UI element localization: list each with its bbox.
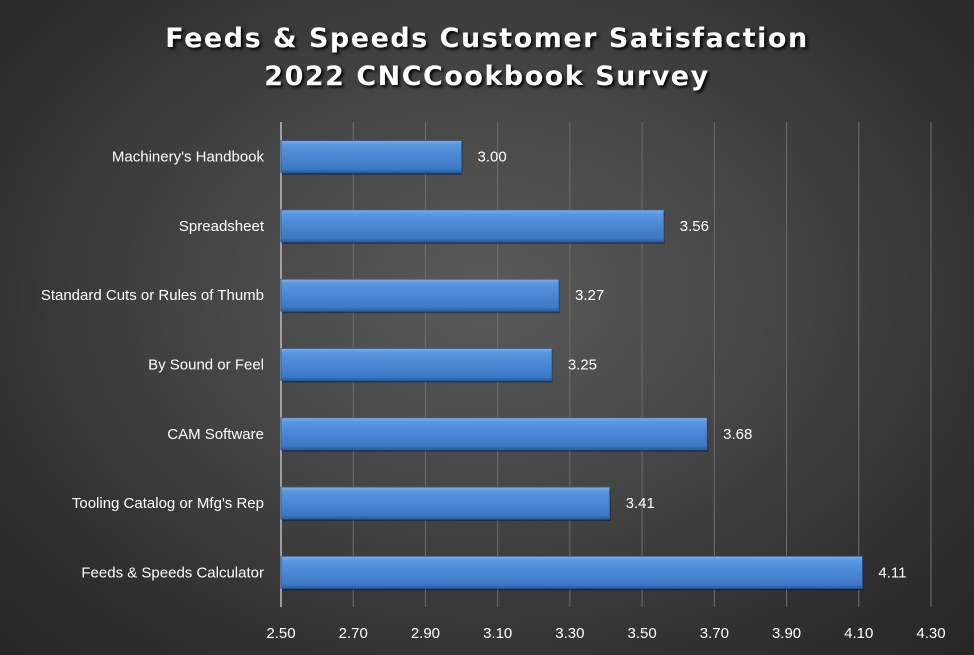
x-tick-label: 2.50: [266, 625, 295, 642]
x-tick-label: 3.10: [483, 625, 512, 642]
x-tick-label: 2.90: [411, 625, 440, 642]
data-label: 3.25: [568, 357, 597, 374]
x-tick-label: 3.50: [628, 625, 657, 642]
data-label: 4.11: [878, 564, 906, 581]
bar: [280, 486, 611, 520]
data-label: 3.41: [626, 495, 655, 512]
data-label: 3.27: [575, 287, 604, 304]
x-tick-label: 3.30: [555, 625, 584, 642]
x-tick-label: 3.90: [772, 625, 801, 642]
data-label: 3.68: [723, 426, 752, 443]
category-label: Standard Cuts or Rules of Thumb: [41, 287, 264, 304]
bar: [280, 348, 553, 381]
bar: [280, 140, 462, 174]
category-label: Spreadsheet: [179, 218, 265, 235]
category-label: Tooling Catalog or Mfg's Rep: [72, 495, 264, 512]
category-label: CAM Software: [167, 426, 264, 443]
data-label: 3.00: [478, 149, 507, 166]
x-tick-label: 4.10: [844, 625, 873, 642]
category-label: Machinery's Handbook: [112, 149, 265, 166]
x-tick-label: 2.70: [339, 625, 368, 642]
bar: [280, 209, 665, 243]
bar: [280, 417, 708, 451]
category-label: By Sound or Feel: [148, 357, 264, 374]
chart-title: Feeds & Speeds Customer Satisfaction 202…: [0, 20, 974, 96]
bar: [280, 278, 560, 312]
bar: [280, 555, 863, 589]
x-tick-label: 4.30: [916, 625, 945, 642]
x-tick-label: 3.70: [700, 625, 729, 642]
category-label: Feeds & Speeds Calculator: [81, 564, 264, 581]
title-line-2: 2022 CNCCookbook Survey: [264, 61, 710, 92]
title-line-1: Feeds & Speeds Customer Satisfaction: [165, 23, 809, 54]
data-label: 3.56: [680, 218, 709, 235]
